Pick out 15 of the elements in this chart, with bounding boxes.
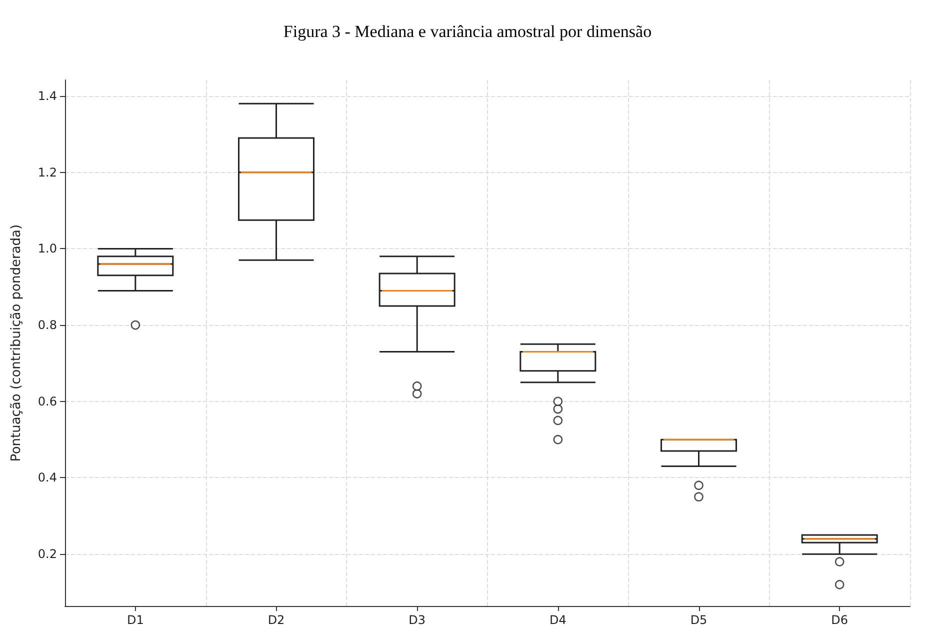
x-tick-label: D2 [268, 613, 285, 627]
chart-title: Figura 3 - Mediana e variância amostral por dimensão [283, 22, 652, 41]
x-tick-label: D5 [690, 613, 708, 627]
x-tick-label: D4 [549, 613, 566, 627]
y-tick-label: 0.4 [38, 470, 57, 485]
x-tick-label: D6 [831, 613, 848, 627]
y-tick-label: 0.8 [38, 318, 57, 332]
x-tick-label: D3 [408, 613, 426, 627]
y-tick-label: 1.2 [38, 165, 57, 180]
y-tick-label: 0.2 [38, 547, 57, 562]
y-tick-label: 1.4 [38, 89, 57, 104]
y-tick-label: 0.6 [38, 394, 57, 408]
x-tick-label: D1 [126, 613, 144, 627]
y-tick-label: 1.0 [38, 242, 57, 256]
y-axis-title: Pontuação (contribuição ponderada) [9, 224, 24, 462]
